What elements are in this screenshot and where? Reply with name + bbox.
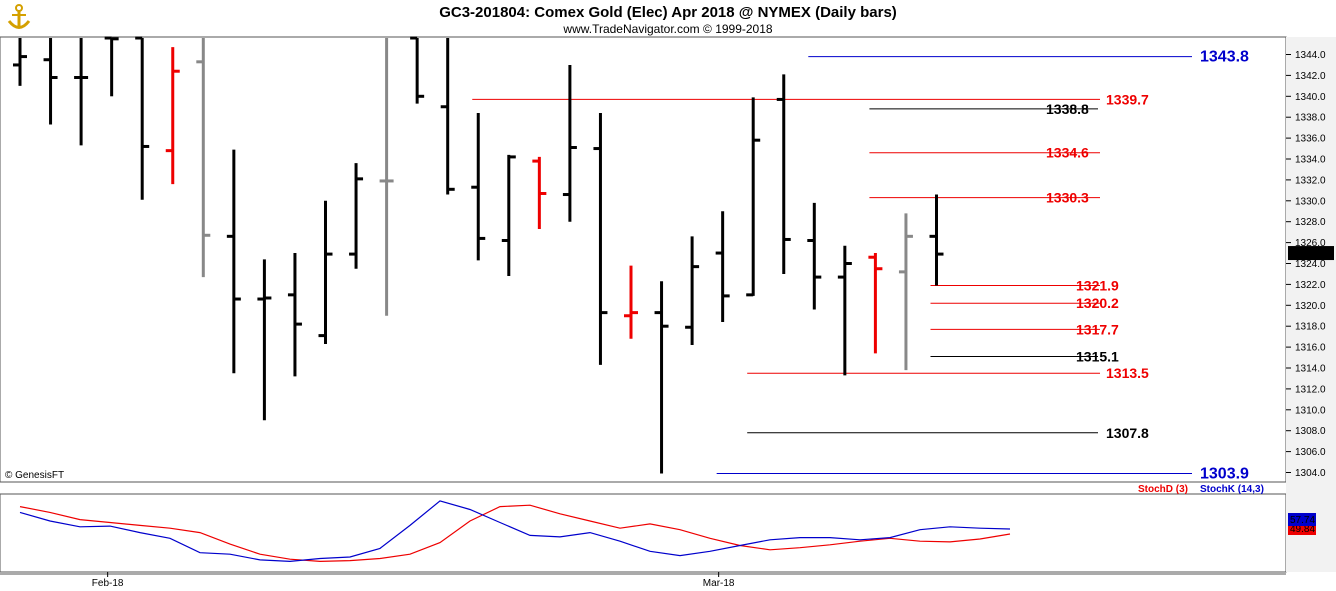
price-level-label: 1307.8 <box>1106 425 1149 441</box>
price-tick-label: 1342.0 <box>1295 71 1326 82</box>
price-level-label: 1343.8 <box>1200 49 1249 66</box>
price-level-label: 1313.5 <box>1106 365 1149 381</box>
price-tick-label: 1310.0 <box>1295 405 1326 416</box>
stoch-last-value-box <box>1288 513 1316 526</box>
chart-subtitle: www.TradeNavigator.com © 1999-2018 <box>562 22 772 36</box>
price-tick-label: 1340.0 <box>1295 92 1326 103</box>
ohlc-bars <box>13 36 944 474</box>
price-level-label: 1330.3 <box>1046 190 1089 206</box>
last-price-marker: 1325.0 <box>1288 246 1334 261</box>
price-tick-label: 1328.0 <box>1295 217 1326 228</box>
chart-title: GC3-201804: Comex Gold (Elec) Apr 2018 @… <box>439 4 897 21</box>
price-level-label: 1303.9 <box>1200 466 1249 483</box>
price-level-label: 1321.9 <box>1076 277 1119 293</box>
price-tick-label: 1344.0 <box>1295 50 1326 61</box>
price-tick-label: 1314.0 <box>1295 364 1326 375</box>
price-tick-label: 1326.0 <box>1295 238 1326 249</box>
date-axis-panel <box>0 574 1336 591</box>
price-tick-label: 1316.0 <box>1295 343 1326 354</box>
date-tick-label: Feb-18 <box>92 578 124 589</box>
price-level-label: 1317.7 <box>1076 321 1119 337</box>
price-axis-panel <box>1286 37 1336 572</box>
price-tick-label: 1324.0 <box>1295 259 1326 270</box>
price-level-label: 1334.6 <box>1046 145 1089 161</box>
stoch-k-legend: StochK (14,3) <box>1200 484 1264 495</box>
last-price-box <box>1288 246 1334 261</box>
price-tick-label: 1322.0 <box>1295 280 1326 291</box>
stoch-d-legend: StochD (3) <box>1138 484 1188 495</box>
stoch-last-value-label: 49.84 <box>1290 524 1315 535</box>
price-tick-label: 1308.0 <box>1295 426 1326 437</box>
price-plot-area <box>0 36 1287 483</box>
date-tick-label: Mar-18 <box>703 578 735 589</box>
stoch-last-value-label: 57.74 <box>1290 515 1315 526</box>
price-tick-label: 1306.0 <box>1295 447 1326 458</box>
price-level-label: 1339.7 <box>1106 91 1149 107</box>
price-level-label: 1338.8 <box>1046 101 1089 117</box>
price-tick-label: 1312.0 <box>1295 384 1326 395</box>
price-axis: 1304.0 1306.0 1308.0 1310.0 1312.0 1314.0 1316… <box>1286 50 1326 479</box>
price-levels: 1343.8 1339.7 1338.8 1334.6 1330.3 1321.9 1320… <box>472 49 1249 483</box>
price-tick-label: 1304.0 <box>1295 468 1326 479</box>
anchor-icon <box>5 2 33 32</box>
price-tick-label: 1320.0 <box>1295 301 1326 312</box>
date-axis: Feb-18 Mar-18 <box>92 572 735 589</box>
price-tick-label: 1318.0 <box>1295 322 1326 333</box>
copyright-label: © GenesisFT <box>5 470 64 481</box>
price-tick-label: 1338.0 <box>1295 113 1326 124</box>
price-tick-label: 1334.0 <box>1295 155 1326 166</box>
price-tick-label: 1330.0 <box>1295 196 1326 207</box>
last-price-label: 1325.0 <box>1291 249 1322 260</box>
stoch-legend: StochD (3) StochK (14,3) <box>1138 484 1264 495</box>
price-level-label: 1320.2 <box>1076 295 1119 311</box>
stoch-series-line <box>19 500 1011 563</box>
price-tick-label: 1332.0 <box>1295 175 1326 186</box>
stoch-plot-area <box>0 493 1287 573</box>
price-tick-label: 1336.0 <box>1295 134 1326 145</box>
price-level-label: 1315.1 <box>1076 349 1119 365</box>
stoch-series-line <box>19 504 1011 563</box>
